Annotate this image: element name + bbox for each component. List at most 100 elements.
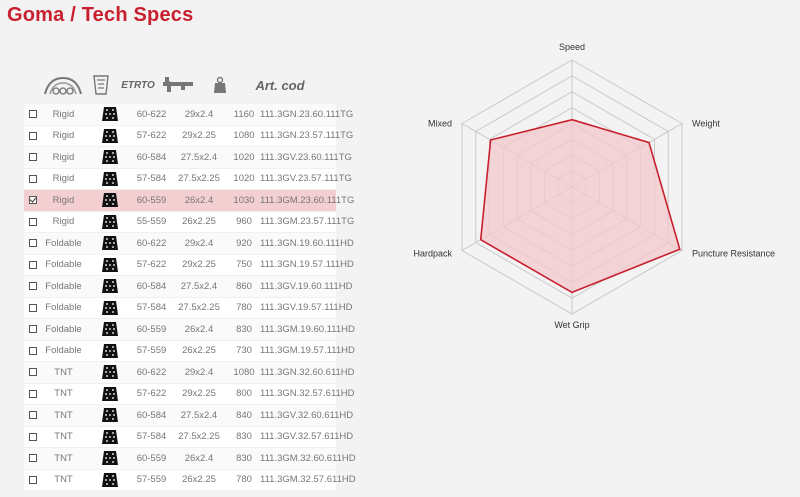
- table-row[interactable]: Rigid 55-559 26x2.25 960 111.3GM.23.57.1…: [24, 211, 354, 233]
- table-row[interactable]: TNT 57-622 29x2.25 800 111.3GN.32.57.611…: [24, 383, 355, 405]
- tread-pattern-icon: [85, 128, 135, 144]
- table-row[interactable]: Foldable 57-622 29x2.25 750 111.3GN.19.5…: [24, 254, 354, 276]
- etrto-value: 60-584: [136, 409, 167, 421]
- tread-pattern-icon: [85, 472, 135, 488]
- art-code-value: 111.3GV.19.57.111HD: [260, 302, 353, 314]
- row-checkbox[interactable]: [29, 110, 37, 119]
- art-code-value: 111.3GV.23.57.111TG: [260, 173, 352, 185]
- row-checkbox[interactable]: [29, 196, 37, 205]
- etrto-value: 57-584: [136, 302, 167, 314]
- radar-axis-label: Speed: [559, 42, 585, 52]
- caliper-icon: [160, 72, 196, 98]
- tread-pattern-icon: [85, 235, 135, 251]
- weight-value: 1020: [233, 173, 255, 185]
- size-value: 26x2.4: [184, 452, 214, 464]
- row-checkbox[interactable]: [29, 260, 37, 269]
- art-code-value: 111.3GM.23.60.111TG: [260, 194, 355, 206]
- row-checkbox[interactable]: [29, 153, 37, 162]
- casing-type: Foldable: [45, 345, 82, 357]
- etrto-value: 60-622: [136, 366, 167, 378]
- casing-type: Foldable: [45, 280, 82, 292]
- row-checkbox-cell: [24, 325, 42, 334]
- casing-type: TNT: [54, 388, 73, 400]
- etrto-value: 60-559: [136, 194, 167, 206]
- size-value: 26x2.25: [182, 345, 216, 357]
- tread-pattern-icon: [85, 343, 135, 359]
- size-value: 27.5x2.4: [180, 280, 218, 292]
- etrto-value: 57-559: [136, 474, 167, 486]
- row-checkbox[interactable]: [29, 239, 37, 248]
- table-body: Rigid 60-622 29x2.4 1160 111.3GN.23.60.1…: [24, 104, 356, 491]
- casing-type: Foldable: [45, 323, 82, 335]
- table-row[interactable]: Foldable 57-584 27.5x2.25 780 111.3GV.19…: [24, 297, 353, 319]
- size-value: 29x2.4: [184, 237, 214, 249]
- size-value: 29x2.25: [182, 388, 216, 400]
- casing-type: Rigid: [52, 130, 75, 142]
- size-value: 26x2.25: [182, 474, 216, 486]
- casing-type: TNT: [54, 366, 73, 378]
- row-checkbox[interactable]: [29, 454, 37, 463]
- table-row[interactable]: Rigid 60-622 29x2.4 1160 111.3GN.23.60.1…: [24, 104, 353, 126]
- row-checkbox[interactable]: [29, 174, 37, 183]
- table-header: ETRTO Art. cod: [24, 68, 336, 104]
- table-row[interactable]: TNT 60-622 29x2.4 1080 111.3GN.32.60.611…: [24, 362, 355, 384]
- row-checkbox[interactable]: [29, 131, 37, 140]
- row-checkbox[interactable]: [29, 368, 37, 377]
- radar-axis-label: Mixed: [428, 119, 452, 129]
- art-code-value: 111.3GV.32.60.611HD: [260, 409, 354, 421]
- size-value: 27.5x2.25: [178, 302, 220, 314]
- tread-pattern-icon: [85, 300, 135, 316]
- casing-type: Rigid: [52, 173, 75, 185]
- row-checkbox-cell: [24, 346, 42, 355]
- tread-pattern-icon: [85, 192, 135, 208]
- row-checkbox-cell: [24, 303, 42, 312]
- art-code-value: 111.3GV.32.57.611HD: [260, 431, 354, 443]
- row-checkbox[interactable]: [29, 346, 37, 355]
- weight-value: 840: [236, 409, 252, 421]
- row-checkbox[interactable]: [29, 282, 37, 291]
- table-row[interactable]: Foldable 60-584 27.5x2.4 860 111.3GV.19.…: [24, 276, 352, 298]
- table-row[interactable]: TNT 57-559 26x2.25 780 111.3GM.32.57.611…: [24, 469, 356, 491]
- row-checkbox-cell: [24, 282, 42, 291]
- weight-value: 1080: [233, 130, 255, 142]
- size-value: 27.5x2.25: [178, 173, 220, 185]
- table-row[interactable]: Rigid 60-559 26x2.4 1030 111.3GM.23.60.1…: [24, 190, 355, 212]
- tread-pattern-icon: [85, 278, 135, 294]
- row-checkbox[interactable]: [29, 432, 37, 441]
- size-value: 29x2.4: [184, 108, 214, 120]
- row-checkbox-cell: [24, 368, 42, 377]
- table-row[interactable]: Foldable 60-622 29x2.4 920 111.3GN.19.60…: [24, 233, 354, 255]
- tread-pattern-icon: [85, 386, 135, 402]
- table-row[interactable]: TNT 60-559 26x2.4 830 111.3GM.32.60.611H…: [24, 448, 356, 470]
- etrto-value: 60-559: [136, 452, 167, 464]
- row-checkbox[interactable]: [29, 303, 37, 312]
- row-checkbox[interactable]: [29, 475, 37, 484]
- size-value: 26x2.4: [184, 194, 214, 206]
- row-checkbox-cell: [24, 411, 42, 420]
- row-checkbox[interactable]: [29, 411, 37, 420]
- casing-type: TNT: [54, 452, 73, 464]
- tread-pattern-icon: [85, 149, 135, 165]
- tech-specs-table: ETRTO Art. cod Rigid 60-622: [24, 68, 356, 491]
- etrto-value: 55-559: [136, 216, 167, 228]
- etrto-value: 57-622: [136, 388, 167, 400]
- weight-value: 830: [236, 452, 252, 464]
- tread-pattern-icon: [85, 106, 135, 122]
- table-row[interactable]: TNT 60-584 27.5x2.4 840 111.3GV.32.60.61…: [24, 405, 354, 427]
- size-value: 26x2.4: [184, 323, 214, 335]
- table-row[interactable]: Foldable 60-559 26x2.4 830 111.3GM.19.60…: [24, 319, 355, 341]
- table-row[interactable]: Rigid 57-622 29x2.25 1080 111.3GN.23.57.…: [24, 125, 353, 147]
- radar-chart: Speed Weight Puncture Resistance Wet Grip Ha…: [405, 30, 800, 360]
- weight-value: 1020: [233, 151, 255, 163]
- row-checkbox[interactable]: [29, 325, 37, 334]
- table-row[interactable]: Rigid 60-584 27.5x2.4 1020 111.3GV.23.60…: [24, 147, 352, 169]
- table-row[interactable]: Foldable 57-559 26x2.25 730 111.3GM.19.5…: [24, 340, 355, 362]
- tread-pattern-icon: [85, 407, 135, 423]
- table-row[interactable]: Rigid 57-584 27.5x2.25 1020 111.3GV.23.5…: [24, 168, 352, 190]
- art-code-value: 111.3GN.32.60.611HD: [260, 366, 355, 378]
- row-checkbox[interactable]: [29, 389, 37, 398]
- radar-data-area: [479, 118, 681, 294]
- row-checkbox[interactable]: [29, 217, 37, 226]
- table-row[interactable]: TNT 57-584 27.5x2.25 830 111.3GV.32.57.6…: [24, 426, 354, 448]
- tread-pattern-icon: [85, 429, 135, 445]
